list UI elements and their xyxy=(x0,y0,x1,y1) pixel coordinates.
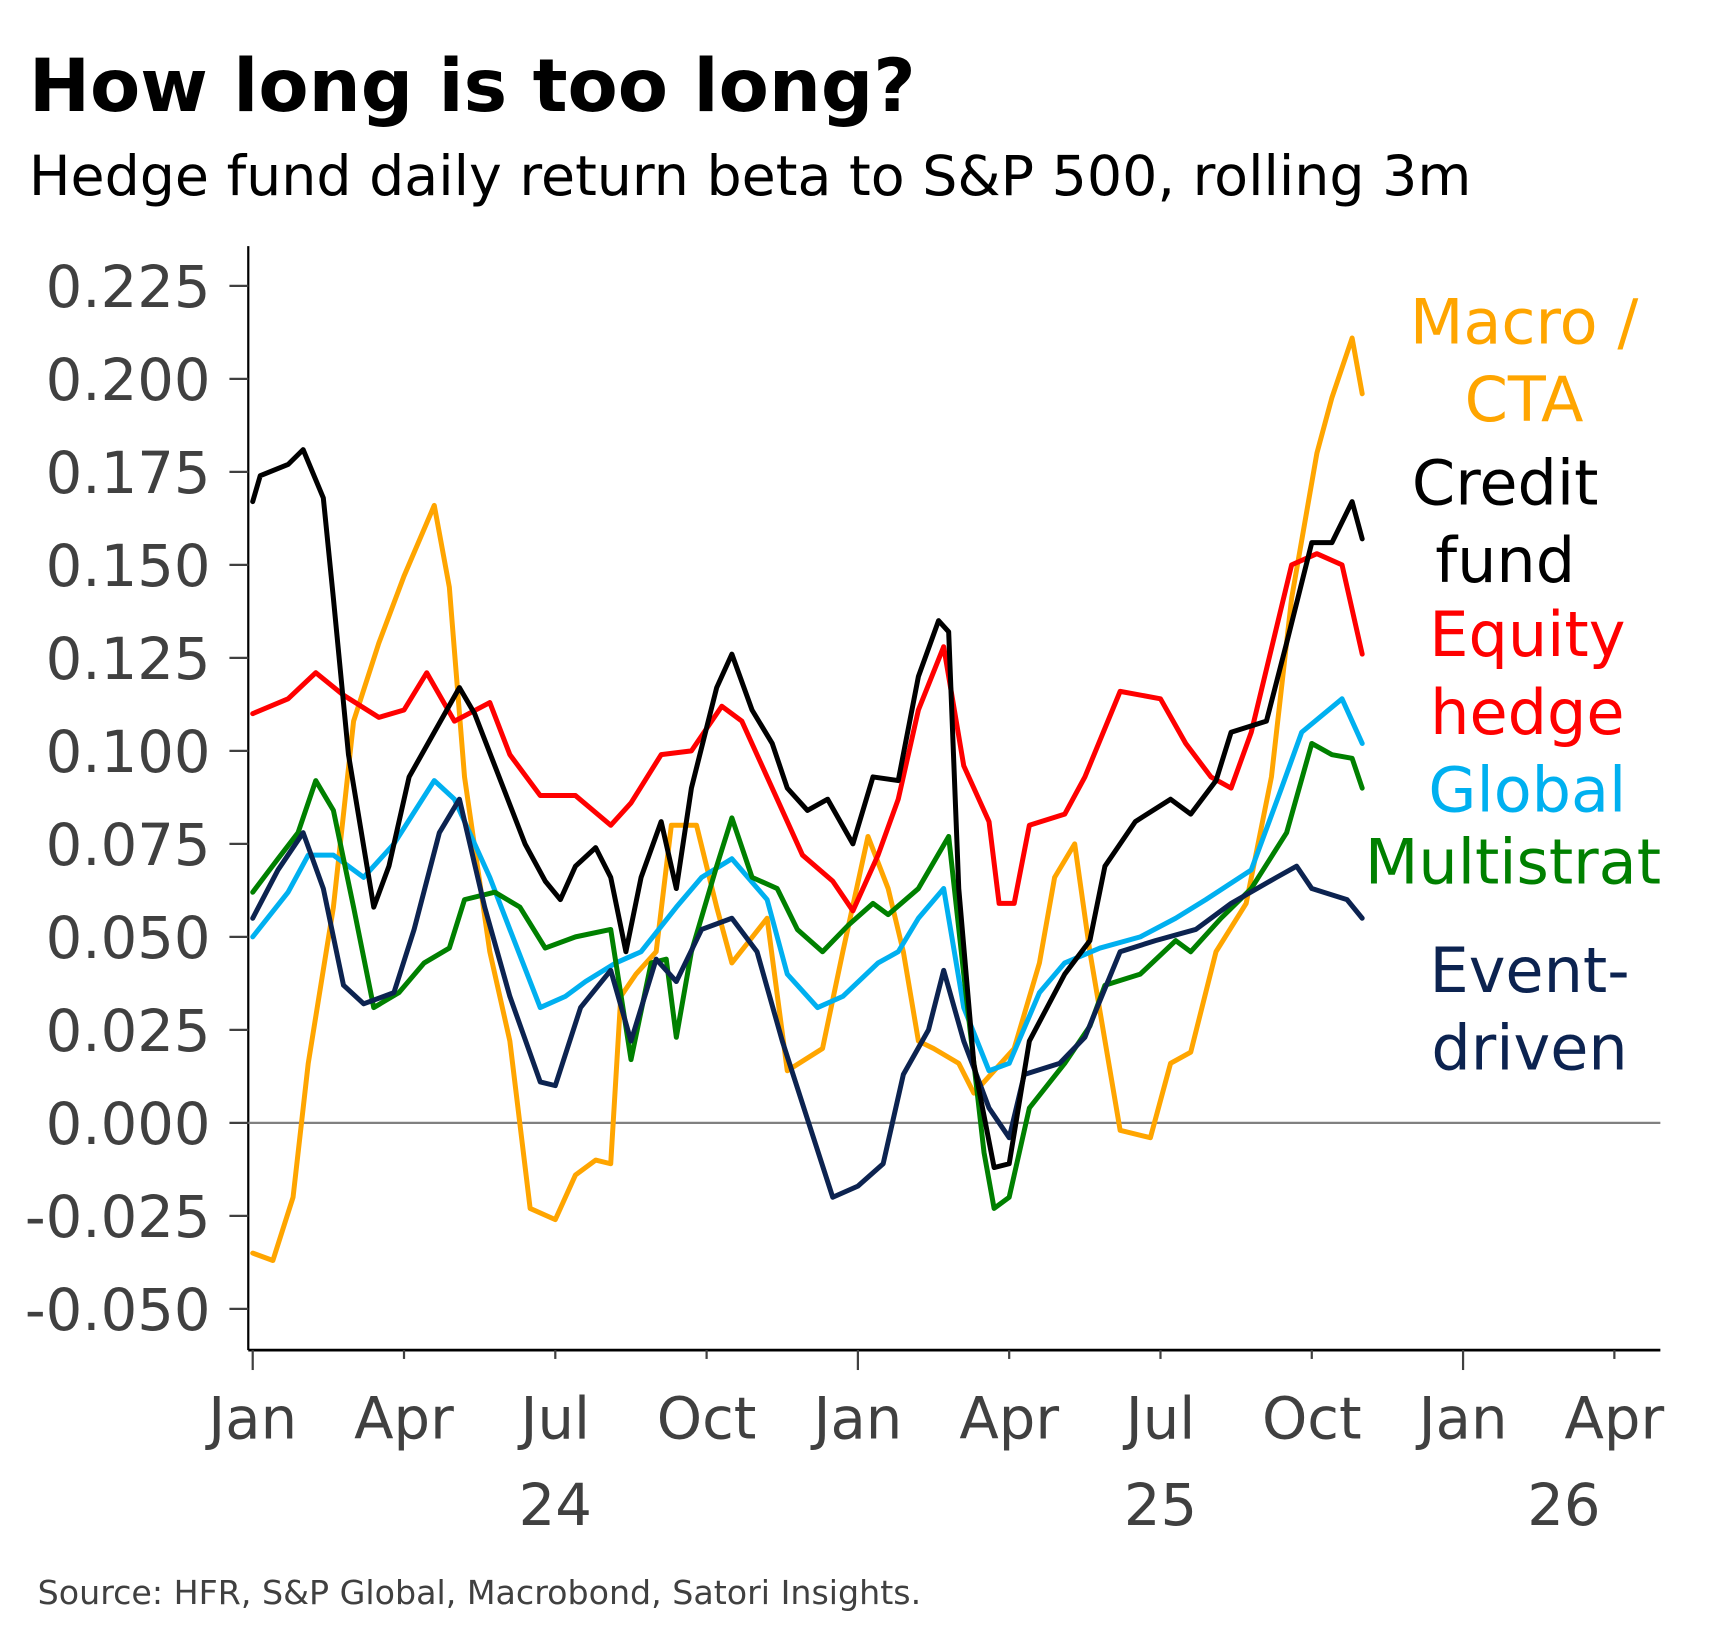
x-tick-label: Oct xyxy=(657,1386,757,1453)
series-line-multistrat xyxy=(250,740,1365,1211)
series-label: CTA xyxy=(1465,363,1584,436)
x-tick-label: Apr xyxy=(1565,1386,1665,1453)
y-tick-label: 0.200 xyxy=(46,347,211,414)
year-label: 24 xyxy=(519,1472,592,1539)
x-tick-label: Jan xyxy=(1416,1386,1508,1453)
x-tick-label: Apr xyxy=(354,1386,454,1453)
y-tick-label: 0.100 xyxy=(46,719,211,786)
y-tick-label: 0.225 xyxy=(46,254,211,321)
axes: -0.050 -0.025 0.000 0.025 0.050 0.075 0.100 0.1… xyxy=(25,246,1665,1539)
x-tick-label: Jan xyxy=(810,1386,902,1453)
x-tick-label: Apr xyxy=(959,1386,1059,1453)
x-tick-label: Jan xyxy=(205,1386,297,1453)
series-line-global xyxy=(250,696,1365,1074)
y-tick-label: 0.000 xyxy=(46,1091,211,1158)
year-label: 26 xyxy=(1527,1472,1600,1539)
series-line-equity-hedge xyxy=(250,551,1365,914)
series-line-event-driven xyxy=(250,796,1365,1200)
y-tick-label: -0.050 xyxy=(25,1277,211,1344)
series-label: Global xyxy=(1428,753,1626,826)
series-label: driven xyxy=(1431,1012,1627,1085)
series-label: Equity xyxy=(1429,598,1625,671)
y-tick-label: 0.025 xyxy=(46,998,211,1065)
series-label: fund xyxy=(1435,524,1575,597)
series-line-credit-fund xyxy=(250,447,1365,1171)
series-label: Multistrat xyxy=(1365,825,1661,898)
chart-subtitle: Hedge fund daily return beta to S&P 500,… xyxy=(29,145,1472,209)
x-tick-label: Jul xyxy=(518,1386,591,1453)
y-tick-label: 0.050 xyxy=(46,905,211,972)
y-tick-label: 0.125 xyxy=(46,626,211,693)
series-line-macro-cta xyxy=(250,335,1365,1264)
year-label: 25 xyxy=(1124,1472,1197,1539)
y-tick-label: -0.025 xyxy=(25,1184,211,1251)
series-label: Credit xyxy=(1412,446,1599,519)
series-label: Macro / xyxy=(1410,286,1638,359)
x-tick-label: Oct xyxy=(1262,1386,1362,1453)
series-labels: Macro /CTA CreditfundEquityhedgeGlobalMul… xyxy=(1365,286,1661,1085)
chart-title: How long is too long? xyxy=(29,44,916,129)
source-note: Source: HFR, S&P Global, Macrobond, Sato… xyxy=(38,1573,921,1612)
series-label: Event- xyxy=(1430,934,1630,1007)
y-tick-label: 0.175 xyxy=(46,440,211,507)
y-tick-label: 0.075 xyxy=(46,812,211,879)
series-label: hedge xyxy=(1430,676,1624,749)
x-tick-label: Jul xyxy=(1123,1386,1196,1453)
series-lines xyxy=(250,335,1365,1264)
y-tick-label: 0.150 xyxy=(46,533,211,600)
